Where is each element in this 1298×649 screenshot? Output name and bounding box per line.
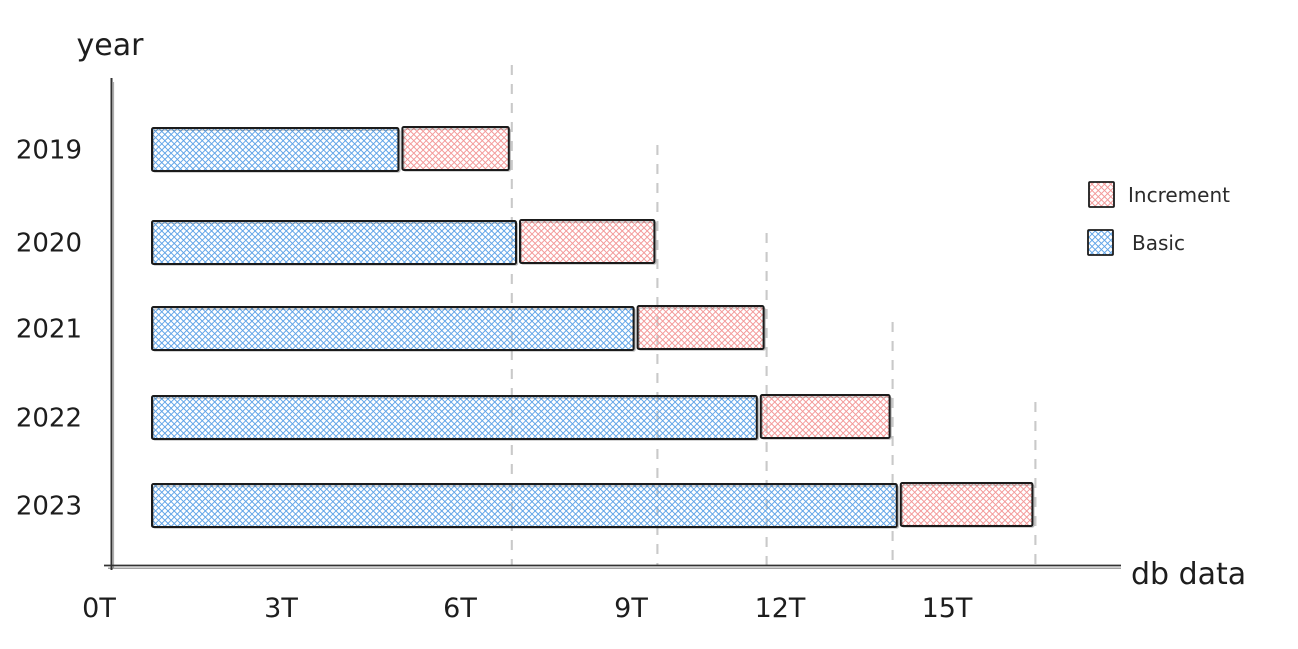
bar-2019-basic [151,127,400,172]
bar-2020-increment-sketch-echo [520,221,657,265]
legend: Increment Basic [1087,181,1230,256]
x-axis-title: db data [1131,557,1246,592]
bar-2022-increment [759,394,891,439]
bar-2020-basic-sketch-echo [152,222,519,266]
axis-tick-labels: 2019 2020 2021 2022 2023 0T 3T 6T 9T 12T 15T [16,136,973,625]
bar-2023-increment-sketch-echo [901,484,1035,528]
bar-2022-increment-sketch-echo [761,396,892,440]
legend-label-increment: Increment [1128,183,1230,207]
legend-swatch-basic-icon [1087,229,1114,256]
bar-2019-basic-sketch-echo [152,129,401,173]
bar-2021-increment [636,305,765,350]
bar-2023-basic [151,483,898,528]
x-tick-label-15T: 15T [922,593,973,624]
x-tick-label-9T: 9T [614,593,648,624]
y-tick-label-2020: 2020 [16,229,82,259]
y-axis-title: year [77,28,145,63]
bars [151,126,1035,529]
x-tick-label-0T: 0T [82,593,116,624]
bar-2022-basic [151,395,758,440]
bar-2023-increment [899,482,1034,527]
y-tick-label-2022: 2022 [16,404,82,434]
bar-2023-basic-sketch-echo [152,485,899,529]
bar-2020-basic [151,220,517,265]
y-tick-label-2023: 2023 [16,492,82,522]
x-tick-label-12T: 12T [755,593,806,624]
bar-2019-increment-sketch-echo [403,128,511,172]
bar-2021-increment-sketch-echo [638,307,766,351]
x-tick-label-3T: 3T [264,593,298,624]
bar-2022-basic-sketch-echo [152,397,759,441]
y-tick-label-2021: 2021 [16,315,82,345]
legend-swatch-increment-icon [1088,181,1115,208]
bar-2021-basic [151,306,635,351]
x-tick-label-6T: 6T [443,593,477,624]
bar-2020-increment [519,219,656,264]
bar-2021-basic-sketch-echo [152,308,636,352]
axes [104,78,1121,570]
bar-2019-increment [401,126,510,171]
legend-label-basic: Basic [1132,231,1185,255]
y-tick-label-2019: 2019 [16,136,82,166]
